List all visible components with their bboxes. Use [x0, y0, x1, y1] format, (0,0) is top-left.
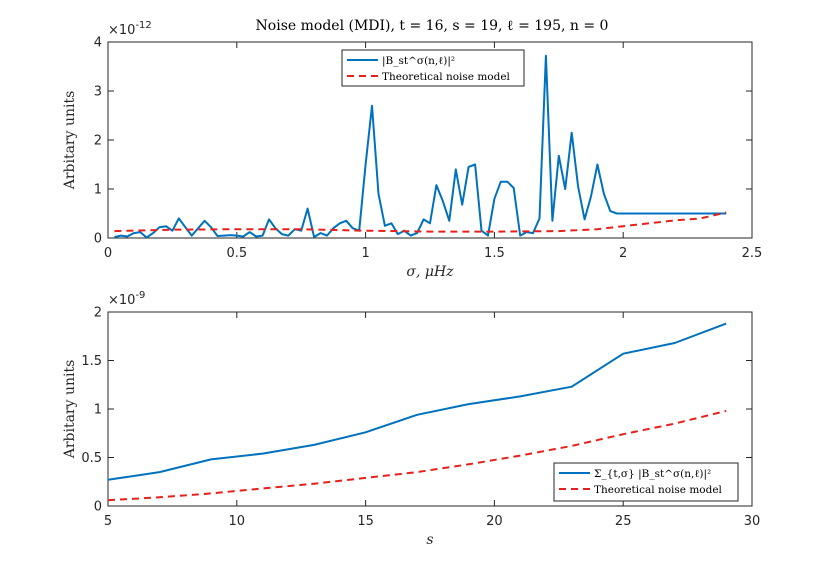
- x-tick-label: 20: [486, 514, 503, 529]
- x-tick-label: 30: [744, 514, 761, 529]
- y-tick-label: 1: [94, 403, 102, 418]
- y-tick-label: 0: [94, 232, 102, 247]
- figure-title: Noise model (MDI), t = 16, s = 19, ℓ = 1…: [256, 18, 609, 34]
- y-tick-label: 3: [94, 85, 102, 100]
- theoretical-noise-line: [108, 409, 727, 502]
- y-exponent-power: -12: [135, 20, 151, 31]
- y-tick-label: 2: [94, 306, 102, 321]
- y-tick-label: 1.5: [81, 354, 102, 369]
- y-tick-label: 1: [94, 183, 102, 198]
- x-tick-label: 1.5: [484, 246, 505, 261]
- x-tick-label: 1: [361, 246, 369, 261]
- y-exponent-power: -9: [135, 290, 145, 301]
- x-tick-label: 0: [104, 246, 112, 261]
- legend-entry: Σ_{t,σ} |B_st^σ(n,ℓ)|²: [594, 468, 711, 481]
- x-tick-label: 0.5: [226, 246, 247, 261]
- y-tick-label: 0: [94, 500, 102, 515]
- x-axis-label: s: [426, 532, 433, 548]
- x-tick-label: 2: [619, 246, 627, 261]
- y-tick-label: 0.5: [81, 451, 102, 466]
- measured-data-line: [108, 322, 727, 481]
- theoretical-noise-line: [114, 211, 727, 233]
- y-tick-label: 2: [94, 134, 102, 149]
- legend-box: [553, 462, 739, 502]
- x-tick-label: 10: [229, 514, 246, 529]
- x-tick-label: 25: [615, 514, 632, 529]
- x-tick-label: 5: [104, 514, 112, 529]
- legend-entry: Theoretical noise model: [594, 484, 723, 496]
- y-tick-label: 4: [94, 36, 102, 51]
- x-axis-label: σ, μHz: [406, 264, 454, 280]
- y-axis-label: Arbitary units: [62, 360, 78, 460]
- x-tick-label: 15: [357, 514, 374, 529]
- legend-entry: |B_st^σ(n,ℓ)|²: [382, 55, 455, 68]
- y-axis-label: Arbitary units: [62, 91, 78, 191]
- x-tick-label: 2.5: [742, 246, 763, 261]
- legend-box: [341, 49, 525, 87]
- measured-data-line: [114, 54, 727, 238]
- legend-entry: Theoretical noise model: [382, 71, 511, 83]
